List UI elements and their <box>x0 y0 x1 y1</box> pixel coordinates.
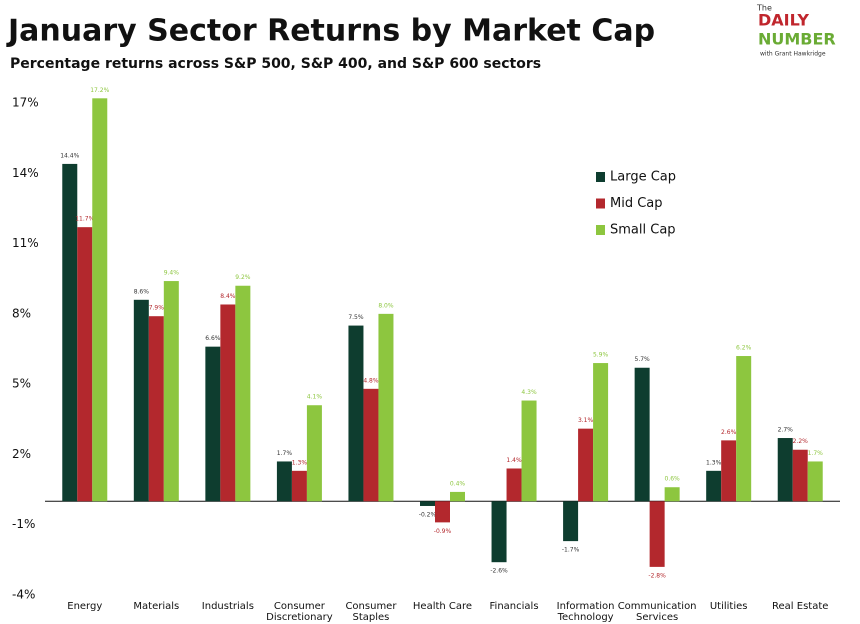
y-tick-label: 17% <box>12 96 39 110</box>
bar <box>578 428 594 502</box>
value-label: 1.3% <box>706 459 722 466</box>
bar <box>792 449 808 502</box>
bar <box>62 163 78 502</box>
y-tick-label: 2% <box>12 447 31 461</box>
value-label: 6.2% <box>736 345 752 352</box>
bar <box>563 501 579 542</box>
bar <box>450 491 465 502</box>
value-label: 4.3% <box>521 389 537 396</box>
bar <box>220 304 236 502</box>
value-label: 0.4% <box>450 480 466 487</box>
logo-line1: DAILY <box>758 11 809 30</box>
value-label: 1.7% <box>808 450 824 457</box>
value-label: -1.7% <box>562 547 580 554</box>
y-tick-label: -4% <box>12 588 35 602</box>
value-label: 8.6% <box>134 288 150 295</box>
x-tick-label: Energy <box>67 601 103 612</box>
value-label: 1.7% <box>277 450 293 457</box>
bar <box>736 356 752 502</box>
x-tick-label: Real Estate <box>772 601 829 612</box>
bar <box>163 281 179 502</box>
bar <box>521 400 537 502</box>
value-label: 2.6% <box>721 429 737 436</box>
legend-swatch <box>596 198 605 209</box>
logo-top: The <box>756 4 772 13</box>
value-label: 0.6% <box>665 476 681 483</box>
x-tick-label: Utilities <box>709 601 748 612</box>
bar <box>291 470 307 502</box>
x-tick-label: Information Technology <box>556 601 615 623</box>
bar <box>205 346 221 502</box>
value-label: 1.3% <box>292 459 308 466</box>
bar <box>306 405 322 502</box>
bar <box>348 325 364 502</box>
logo-byline: with Grant Hawkridge <box>760 51 826 58</box>
chart-subtitle: Percentage returns across S&P 500, S&P 4… <box>10 56 541 72</box>
bar <box>634 367 650 502</box>
bar <box>506 468 522 502</box>
y-tick-label: -1% <box>12 517 35 531</box>
bar <box>148 316 164 502</box>
value-label: 7.5% <box>348 314 364 321</box>
value-label: 17.2% <box>90 87 109 94</box>
bar <box>649 501 665 567</box>
logo-line2: NUMBER <box>758 30 836 49</box>
x-tick-label: Materials <box>133 601 180 612</box>
bar <box>491 501 507 563</box>
bar <box>420 501 435 506</box>
value-label: 4.1% <box>307 394 323 401</box>
bar <box>721 440 737 502</box>
x-tick-label: Consumer Staples <box>345 601 397 623</box>
bar <box>664 487 680 502</box>
legend-label: Large Cap <box>610 170 676 185</box>
bar <box>706 470 722 502</box>
value-label: -0.9% <box>434 528 452 535</box>
bar <box>777 438 793 502</box>
legend-swatch <box>596 172 605 182</box>
value-label: 9.4% <box>164 270 180 277</box>
y-tick-label: 8% <box>12 306 31 320</box>
value-label: 7.9% <box>149 305 165 312</box>
legend-label: Small Cap <box>610 223 676 238</box>
x-tick-label: Communication Services <box>617 601 697 623</box>
value-label: 2.2% <box>793 438 809 445</box>
value-label: 1.4% <box>506 457 522 464</box>
x-tick-label: Health Care <box>412 601 473 612</box>
value-label: 5.7% <box>635 356 651 363</box>
x-tick-label: Industrials <box>201 601 254 612</box>
legend-label: Mid Cap <box>610 196 663 211</box>
value-label: -2.8% <box>648 572 666 579</box>
value-label: 3.1% <box>578 417 594 424</box>
value-label: -2.6% <box>490 568 508 575</box>
value-label: 14.4% <box>60 152 79 159</box>
bar <box>276 461 292 502</box>
bar <box>133 299 149 502</box>
value-label: -0.2% <box>419 511 437 518</box>
y-tick-label: 11% <box>12 236 39 250</box>
value-label: 9.2% <box>235 274 251 281</box>
x-tick-label: Consumer Discretionary <box>266 601 333 623</box>
bar <box>235 285 251 502</box>
value-label: 6.6% <box>205 335 221 342</box>
bar <box>92 98 108 502</box>
chart-title: January Sector Returns by Market Cap <box>6 14 655 49</box>
bar <box>807 461 823 502</box>
bar <box>77 227 93 502</box>
bar <box>593 363 609 502</box>
bar <box>378 313 394 502</box>
value-label: 2.7% <box>778 427 794 434</box>
value-label: 5.9% <box>593 352 609 359</box>
value-label: 8.4% <box>220 293 236 300</box>
value-label: 11.7% <box>75 216 94 223</box>
bar <box>435 501 450 523</box>
legend-swatch <box>596 225 605 235</box>
value-label: 4.8% <box>363 377 379 384</box>
value-label: 8.0% <box>378 302 394 309</box>
y-tick-label: 14% <box>12 166 39 180</box>
x-tick-label: Financials <box>489 601 539 612</box>
y-tick-label: 5% <box>12 377 31 391</box>
bar <box>363 388 379 502</box>
